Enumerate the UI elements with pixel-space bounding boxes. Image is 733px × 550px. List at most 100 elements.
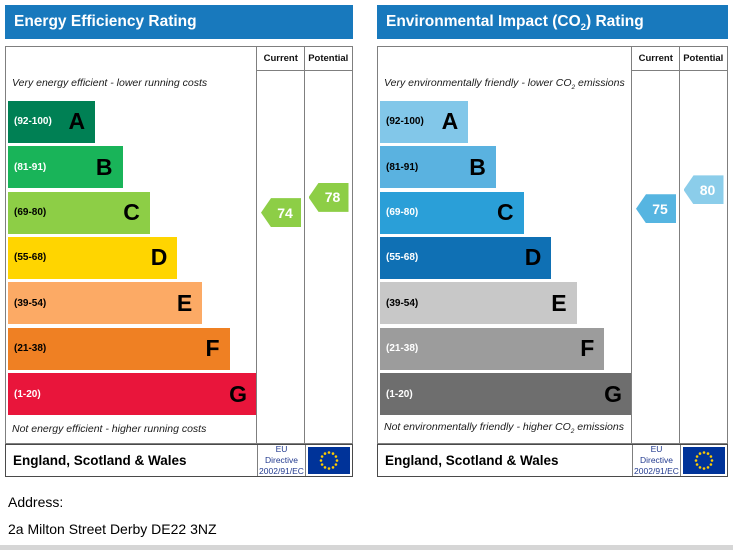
eu-flag-icon bbox=[680, 445, 727, 476]
rating-band-bar: (92-100) A bbox=[380, 100, 469, 143]
eu-flag-svg bbox=[308, 447, 350, 474]
rating-bands: (92-100) A (81-91) B (69-80) C (55-68) D (39-54)… bbox=[8, 99, 257, 417]
band-range-label: (21-38) bbox=[386, 343, 419, 355]
rating-bands: (92-100) A (81-91) B (69-80) C (55-68) D (39-54)… bbox=[380, 99, 632, 417]
eu-directive-label: EU Directive 2002/91/EC bbox=[632, 443, 680, 477]
current-column-divider bbox=[256, 47, 257, 443]
band-range-label: (81-91) bbox=[14, 161, 47, 173]
band-letter: F bbox=[580, 335, 595, 362]
band-range-label: (69-80) bbox=[386, 207, 419, 219]
band-letter: G bbox=[229, 380, 247, 407]
rating-band-bar: (21-38) F bbox=[8, 327, 230, 370]
top-note: Very environmentally friendly - lower CO… bbox=[384, 77, 625, 92]
rating-band-b: (81-91) B bbox=[8, 144, 257, 189]
energy-efficiency-chart: Energy Efficiency Rating Current Potenti… bbox=[5, 5, 353, 477]
band-range-label: (1-20) bbox=[14, 388, 41, 400]
band-letter: C bbox=[497, 199, 514, 226]
band-range-label: (81-91) bbox=[386, 161, 419, 173]
rating-band-e: (39-54) E bbox=[8, 281, 257, 326]
current-rating-value: 74 bbox=[277, 204, 293, 221]
band-range-label: (39-54) bbox=[14, 297, 47, 309]
band-range-label: (39-54) bbox=[386, 297, 419, 309]
band-letter: E bbox=[551, 289, 567, 316]
rating-band-g: (1-20) G bbox=[8, 372, 257, 417]
current-rating-arrow: 75 bbox=[636, 194, 676, 224]
address-block: Address: 2a Milton Street Derby DE22 3NZ bbox=[8, 494, 217, 537]
potential-rating-arrow: 80 bbox=[683, 175, 724, 205]
potential-column-header: Potential bbox=[308, 53, 349, 64]
band-range-label: (55-68) bbox=[14, 252, 47, 264]
potential-rating-value: 78 bbox=[324, 189, 341, 206]
band-letter: D bbox=[524, 244, 542, 271]
potential-column-divider bbox=[679, 47, 680, 443]
current-column-header: Current bbox=[638, 53, 673, 64]
current-rating-arrow: 74 bbox=[261, 198, 301, 228]
address-value: 2a Milton Street Derby DE22 3NZ bbox=[8, 521, 217, 537]
rating-band-bar: (69-80) C bbox=[8, 191, 150, 234]
band-letter: G bbox=[604, 380, 622, 407]
band-range-label: (92-100) bbox=[386, 116, 424, 128]
rating-band-bar: (55-68) D bbox=[8, 236, 178, 279]
chart-body: Current Potential Very environmentally f… bbox=[377, 46, 728, 444]
rating-band-f: (21-38) F bbox=[8, 326, 257, 371]
rating-band-bar: (92-100) A bbox=[8, 100, 96, 143]
top-note: Very energy efficient - lower running co… bbox=[12, 77, 208, 89]
current-column-divider bbox=[631, 47, 632, 443]
rating-band-bar: (55-68) D bbox=[380, 236, 552, 279]
band-range-label: (55-68) bbox=[386, 252, 419, 264]
rating-band-a: (92-100) A bbox=[8, 99, 257, 144]
potential-column-header: Potential bbox=[683, 53, 724, 64]
rating-band-c: (69-80) C bbox=[8, 190, 257, 235]
rating-band-a: (92-100) A bbox=[380, 99, 632, 144]
band-range-label: (21-38) bbox=[14, 343, 47, 355]
bottom-strip bbox=[0, 545, 733, 550]
bottom-note: Not environmentally friendly - higher CO… bbox=[384, 420, 624, 435]
eu-directive-line1: EU Directive bbox=[639, 443, 674, 465]
rating-band-e: (39-54) E bbox=[380, 281, 632, 326]
bottom-note: Not energy efficient - higher running co… bbox=[12, 423, 207, 435]
chart-title: Environmental Impact (CO2) Rating bbox=[377, 5, 728, 39]
rating-band-d: (55-68) D bbox=[8, 235, 257, 280]
band-letter: B bbox=[469, 153, 486, 180]
rating-band-c: (69-80) C bbox=[380, 190, 632, 235]
rating-band-g: (1-20) G bbox=[380, 372, 632, 417]
band-letter: A bbox=[441, 108, 459, 135]
rating-band-bar: (39-54) E bbox=[8, 282, 203, 325]
rating-band-bar: (1-20) G bbox=[380, 373, 632, 416]
eu-directive-label: EU Directive 2002/91/EC bbox=[257, 443, 305, 477]
environmental-impact-chart: Environmental Impact (CO2) Rating Curren… bbox=[377, 5, 728, 477]
eu-directive-line2: 2002/91/EC bbox=[259, 466, 304, 477]
rating-band-bar: (1-20) G bbox=[8, 373, 257, 416]
rating-band-bar: (39-54) E bbox=[380, 282, 577, 325]
rating-band-b: (81-91) B bbox=[380, 144, 632, 189]
potential-rating-arrow: 78 bbox=[308, 182, 349, 212]
rating-band-d: (55-68) D bbox=[380, 235, 632, 280]
chart-title: Energy Efficiency Rating bbox=[5, 5, 353, 39]
chart-footer: England, Scotland & Wales EU Directive 2… bbox=[377, 444, 728, 477]
address-label: Address: bbox=[8, 494, 64, 510]
band-letter: D bbox=[150, 244, 168, 271]
eu-directive-line2: 2002/91/EC bbox=[634, 466, 679, 477]
rating-band-bar: (69-80) C bbox=[380, 191, 524, 234]
band-letter: E bbox=[176, 289, 193, 316]
rating-band-bar: (21-38) F bbox=[380, 327, 605, 370]
rating-band-bar: (81-91) B bbox=[8, 146, 123, 189]
eu-flag-svg bbox=[683, 447, 725, 474]
footer-region-label: England, Scotland & Wales bbox=[385, 453, 559, 468]
band-letter: C bbox=[123, 199, 140, 226]
chart-body: Current Potential Very energy efficient … bbox=[5, 46, 353, 444]
potential-rating-value: 80 bbox=[699, 181, 716, 198]
band-letter: A bbox=[68, 108, 86, 135]
band-letter: F bbox=[205, 335, 220, 362]
potential-column-divider bbox=[304, 47, 305, 443]
current-column-header: Current bbox=[263, 53, 298, 64]
rating-band-bar: (81-91) B bbox=[380, 146, 496, 189]
chart-footer: England, Scotland & Wales EU Directive 2… bbox=[5, 444, 353, 477]
band-range-label: (1-20) bbox=[386, 388, 413, 400]
band-range-label: (92-100) bbox=[14, 116, 52, 128]
current-rating-value: 75 bbox=[652, 200, 668, 217]
rating-band-f: (21-38) F bbox=[380, 326, 632, 371]
eu-directive-line1: EU Directive bbox=[264, 443, 299, 465]
band-letter: B bbox=[95, 153, 113, 180]
